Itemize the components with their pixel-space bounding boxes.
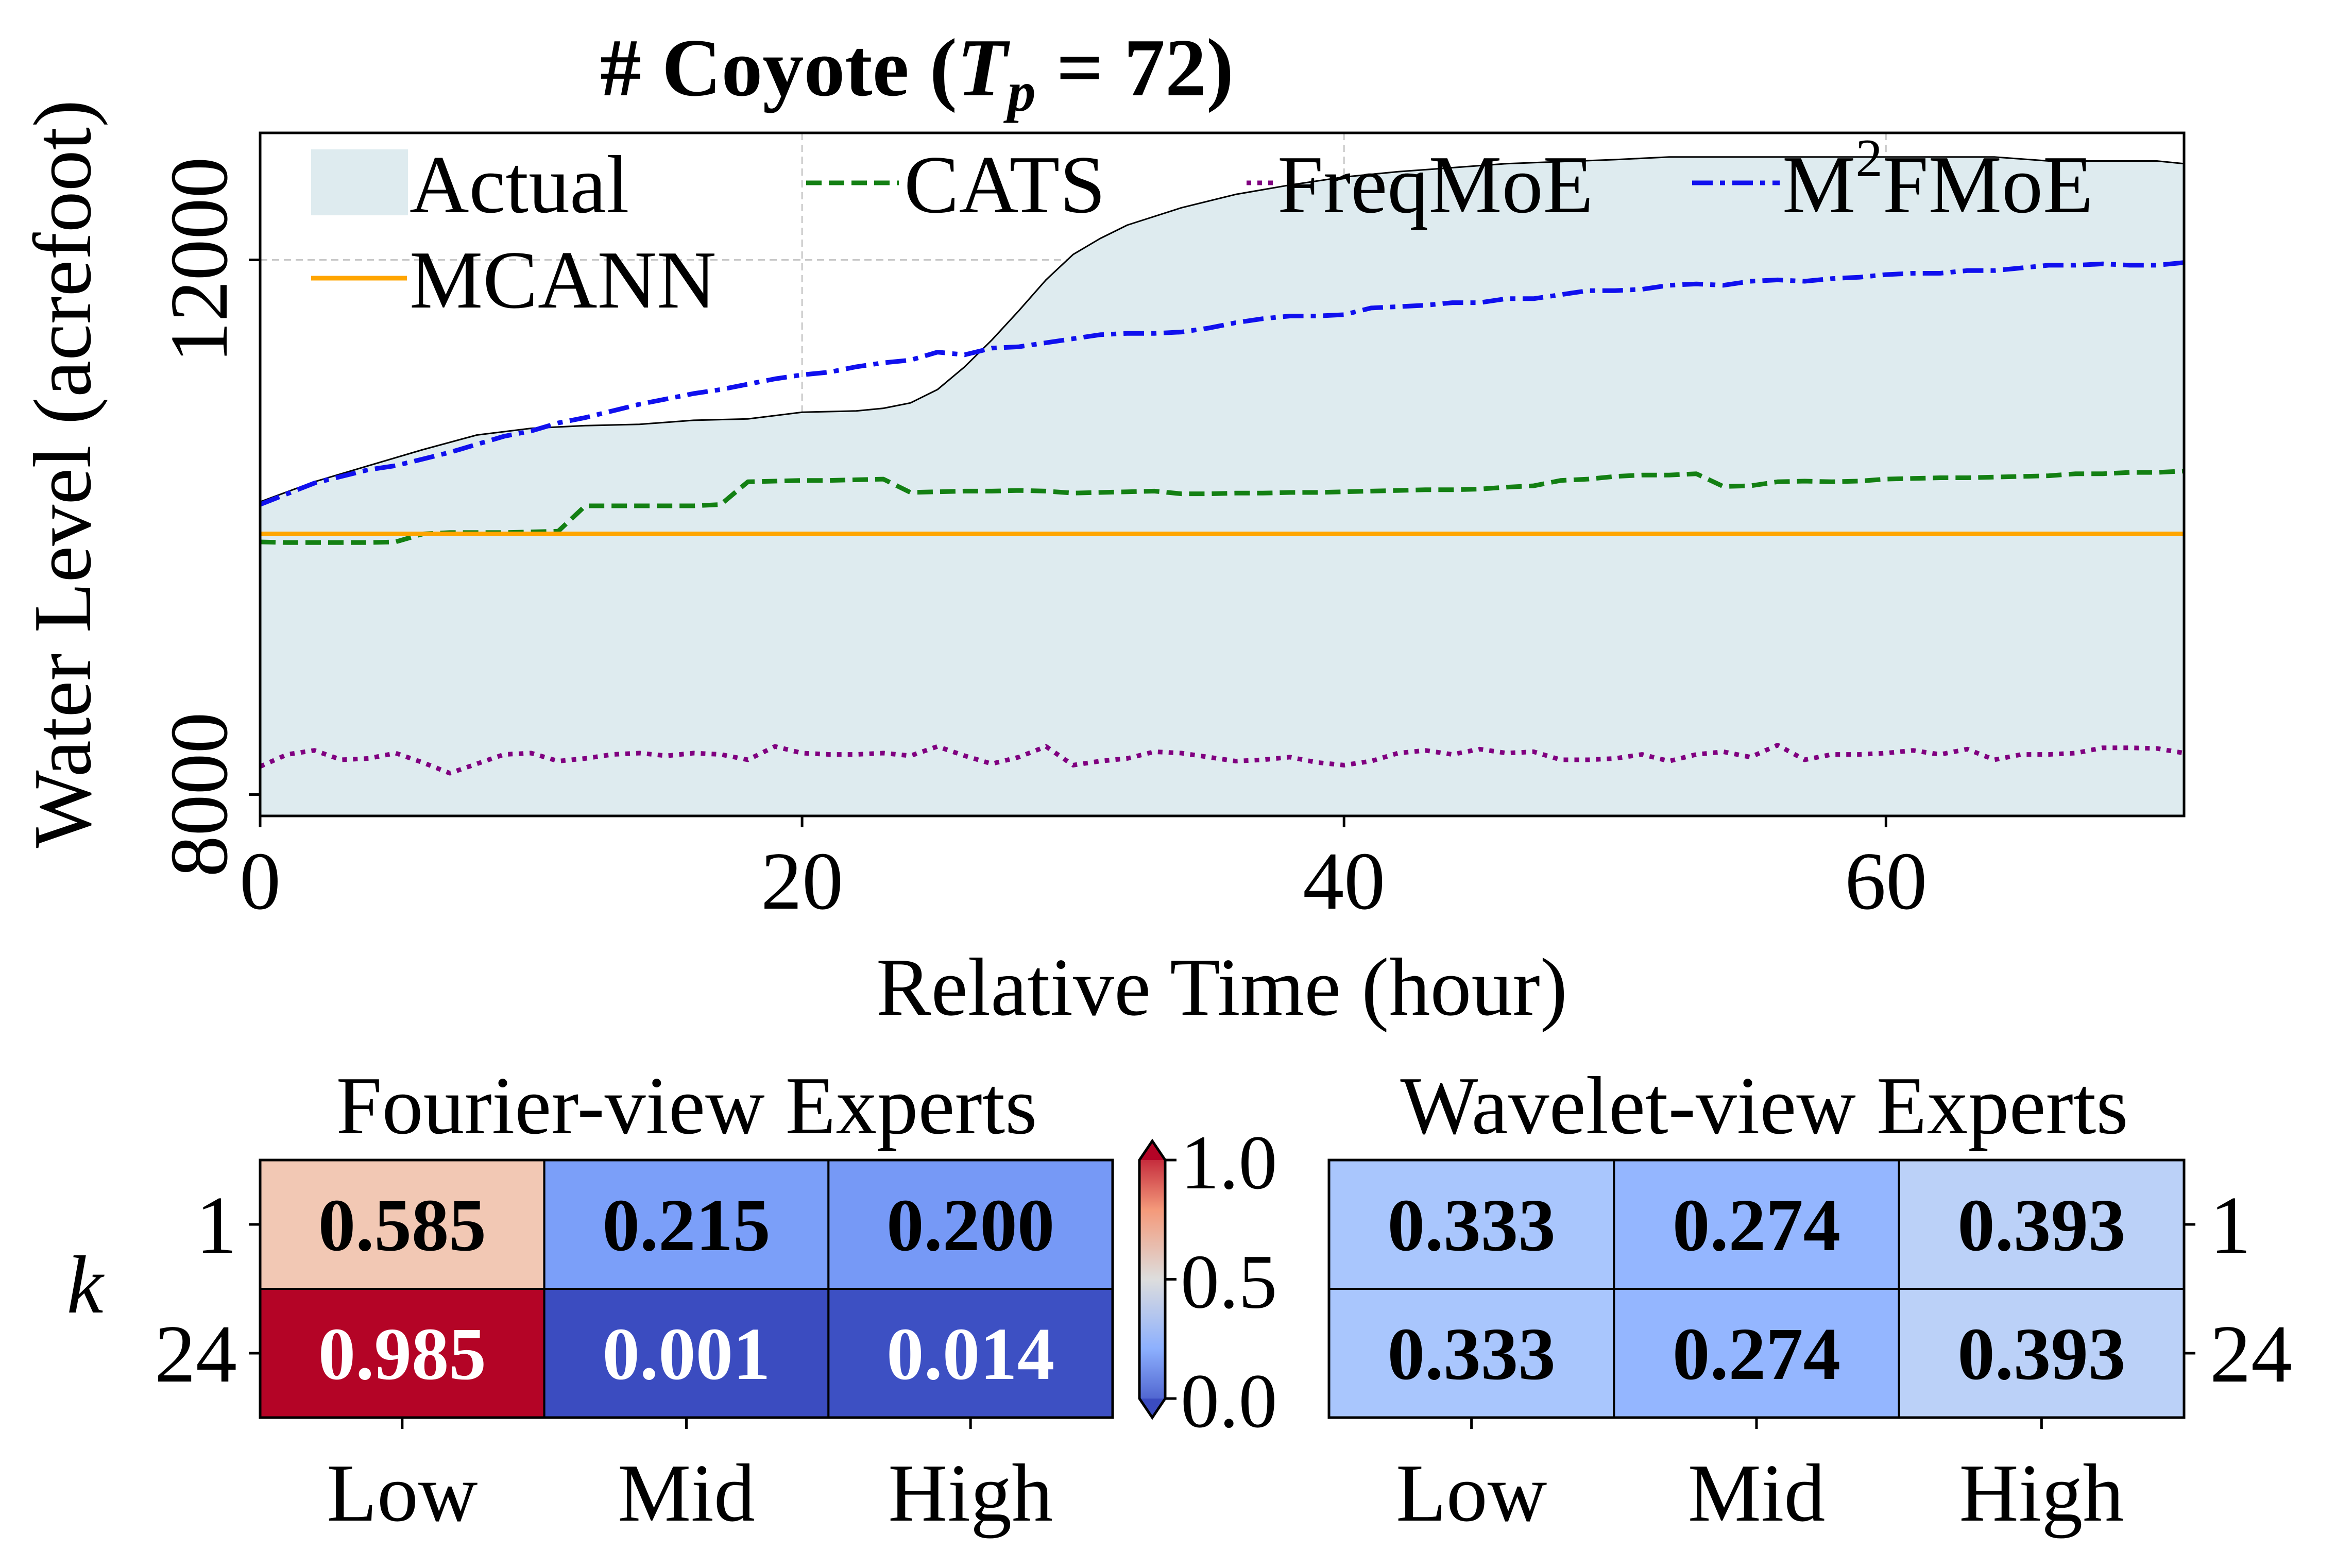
wavelet-heatmap-cell-value: 0.393 bbox=[1957, 1313, 2125, 1395]
wavelet-heatmap-cell bbox=[1328, 1288, 1615, 1419]
x-tick-label: 40 bbox=[1303, 835, 1385, 927]
wavelet-heatmap-cell-value: 0.274 bbox=[1673, 1313, 1840, 1395]
colorbar-body bbox=[1139, 1141, 1165, 1418]
series-line-cats bbox=[260, 469, 2184, 545]
chart-title: # Coyote (Tp = 72) bbox=[600, 22, 1234, 123]
fourier-heatmap-cell bbox=[543, 1288, 830, 1419]
fourier-heatmap-col-label: High bbox=[888, 1447, 1053, 1539]
line-chart: # Coyote (Tp = 72) 0 20 40 60 8000 12000 Rel… bbox=[16, 22, 2186, 1033]
fourier-heatmap-cell bbox=[543, 1159, 830, 1290]
wavelet-heatmap-cell bbox=[1613, 1288, 1900, 1419]
y-axis-label: Water Level (acrefoot) bbox=[16, 100, 108, 848]
legend-swatch-actual bbox=[311, 149, 408, 215]
fourier-heatmap-row-label: 24 bbox=[155, 1308, 237, 1400]
x-tick-label: 0 bbox=[240, 835, 281, 927]
wavelet-heatmap-axes: Low Mid High 1 24 bbox=[1396, 1179, 2292, 1539]
wavelet-heatmap-cell-value: 0.333 bbox=[1388, 1313, 1556, 1395]
wavelet-heatmap-cell-value: 0.333 bbox=[1388, 1184, 1556, 1267]
fourier-heatmap-axes: Low Mid High 1 24 bbox=[155, 1179, 1053, 1539]
plot-frame bbox=[259, 131, 2186, 817]
colorbar-bottom-extension bbox=[1139, 1399, 1165, 1418]
fourier-heatmap-row-label: 1 bbox=[196, 1179, 237, 1271]
legend-label-cats: CATS bbox=[904, 139, 1105, 230]
y-tick-label: 12000 bbox=[153, 157, 245, 363]
fourier-heatmap-cell bbox=[827, 1288, 1114, 1419]
wavelet-heatmap-title: Wavelet-view Experts bbox=[1400, 1060, 2128, 1151]
wavelet-heatmap-col-label: Low bbox=[1396, 1447, 1547, 1539]
series-area-actual bbox=[260, 157, 2184, 816]
legend-label-mcann: MCANN bbox=[410, 234, 717, 326]
wavelet-heatmap-col-label: Mid bbox=[1688, 1447, 1826, 1539]
wavelet-heatmap-cell-value: 0.393 bbox=[1957, 1184, 2125, 1267]
legend-label-actual: Actual bbox=[410, 139, 629, 230]
colorbar-ticks: 0.0 0.5 1.0 bbox=[1165, 1120, 1277, 1444]
legend: Actual CATS FreqMoE M2FMoE MCANN bbox=[311, 128, 2093, 326]
legend-label-freqmoe: FreqMoE bbox=[1277, 139, 1593, 230]
x-axis: 0 20 40 60 bbox=[240, 816, 1927, 927]
colorbar-tick-label: 0.5 bbox=[1181, 1239, 1277, 1325]
legend-label-m2fmoe: M2FMoE bbox=[1782, 128, 2093, 230]
fourier-heatmap-cell-value: 0.200 bbox=[886, 1184, 1054, 1267]
wavelet-heatmap-col-label: High bbox=[1959, 1447, 2124, 1539]
fourier-heatmap-title: Fourier-view Experts bbox=[336, 1060, 1037, 1151]
fourier-heatmap-col-label: Mid bbox=[618, 1447, 755, 1539]
x-axis-label: Relative Time (hour) bbox=[876, 941, 1567, 1033]
wavelet-heatmap-row-label: 24 bbox=[2210, 1308, 2292, 1400]
x-tick-label: 20 bbox=[761, 835, 843, 927]
wavelet-heatmap-cell-value: 0.274 bbox=[1673, 1184, 1840, 1267]
fourier-heatmap-cell-value: 0.215 bbox=[602, 1184, 770, 1267]
fourier-heatmap-cell-value: 0.985 bbox=[318, 1313, 486, 1395]
fourier-heatmap: Fourier-view Experts 0.585 0.215 0.200 0.98… bbox=[66, 1060, 1114, 1539]
fourier-heatmap-cell-value: 0.001 bbox=[602, 1313, 770, 1395]
colorbar-tick-label: 1.0 bbox=[1181, 1120, 1277, 1205]
wavelet-heatmap-cell bbox=[1898, 1159, 2186, 1290]
fourier-heatmap-cell-value: 0.014 bbox=[886, 1313, 1054, 1395]
colorbar-tick-label: 0.0 bbox=[1181, 1358, 1277, 1444]
x-tick-label: 60 bbox=[1845, 835, 1927, 927]
wavelet-heatmap-row-label: 1 bbox=[2210, 1179, 2251, 1271]
wavelet-heatmap-cell bbox=[1328, 1159, 1615, 1290]
wavelet-heatmap-cell bbox=[1898, 1288, 2186, 1419]
series-line-m2fmoe bbox=[260, 260, 2184, 507]
fourier-heatmap-col-label: Low bbox=[327, 1447, 478, 1539]
y-tick-label: 8000 bbox=[153, 712, 245, 877]
series-line-actual bbox=[260, 156, 2184, 503]
colorbar-top-extension bbox=[1139, 1141, 1165, 1160]
wavelet-heatmap: Wavelet-view Experts 0.333 0.274 0.393 0.33… bbox=[1327, 1060, 2292, 1539]
fourier-heatmap-ylabel: k bbox=[66, 1239, 105, 1331]
fourier-heatmap-cell-value: 0.585 bbox=[318, 1184, 486, 1267]
colorbar: 0.0 0.5 1.0 bbox=[1138, 1120, 1277, 1444]
y-axis: 8000 12000 bbox=[153, 157, 260, 877]
